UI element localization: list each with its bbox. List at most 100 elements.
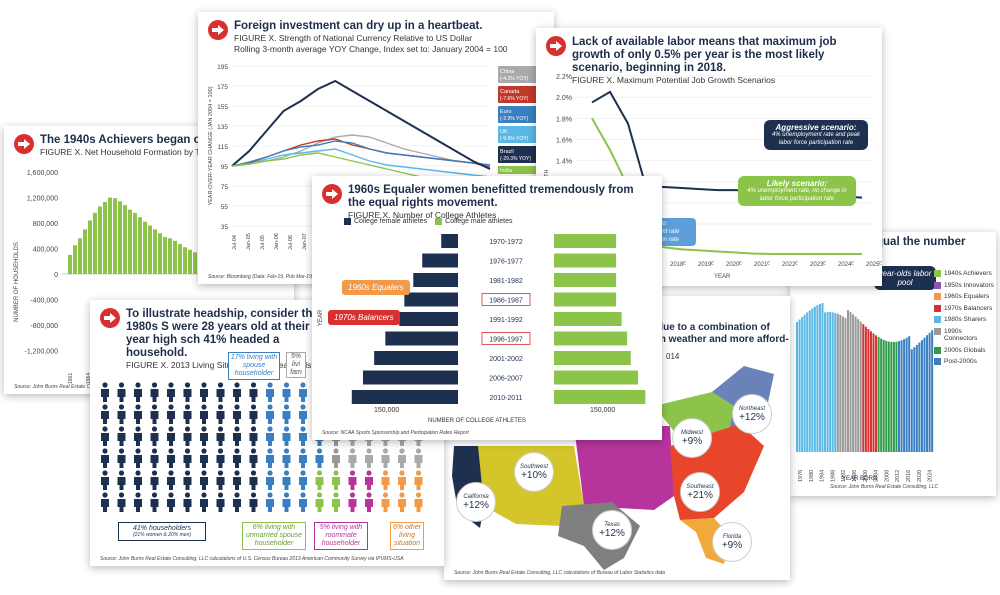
person-body-icon — [233, 499, 241, 512]
population-bar — [859, 321, 862, 452]
legend-item: Post-2000s — [934, 358, 994, 366]
person-body-icon — [200, 389, 208, 402]
person-head-icon — [118, 404, 125, 410]
person-body-icon — [117, 499, 126, 512]
female-bar — [351, 390, 458, 404]
male-bar — [554, 351, 631, 365]
person-head-icon — [217, 448, 224, 454]
person-body-icon — [167, 477, 175, 490]
person-body-icon — [200, 499, 208, 512]
card-title: To illustrate headship, consider the 198… — [126, 308, 330, 359]
population-bar — [898, 341, 900, 452]
person-head-icon — [415, 470, 422, 476]
population-bar — [903, 339, 906, 452]
x-tick-label: 1984 — [820, 470, 826, 482]
person-head-icon — [267, 426, 273, 432]
population-bar — [885, 340, 888, 452]
y-tick-label: 800,000 — [33, 221, 58, 228]
person-body-icon — [183, 389, 192, 402]
year-label: 2001-2002 — [489, 356, 523, 363]
female-bar — [385, 331, 458, 346]
person-head-icon — [382, 492, 389, 498]
person-body-icon — [233, 433, 241, 446]
person-head-icon — [250, 448, 257, 454]
person-body-icon — [216, 389, 225, 402]
female-bar — [404, 292, 458, 307]
person-body-icon — [101, 499, 109, 512]
x-tick-label: Jan-05 — [246, 233, 252, 250]
household-bar — [73, 245, 77, 274]
figure-caption: FIGURE X. Net Household Formation by Tho… — [40, 147, 219, 157]
legend-swatch — [498, 126, 544, 143]
year-label: 1970-1972 — [489, 239, 523, 246]
population-bar — [877, 337, 880, 452]
population-bar — [915, 344, 918, 452]
person-head-icon — [283, 426, 290, 432]
population-bar — [867, 329, 870, 452]
person-body-icon — [398, 499, 406, 512]
series-line-uk — [231, 148, 491, 178]
year-label: 2006-2007 — [489, 376, 523, 383]
person-head-icon — [234, 448, 240, 454]
y-tick-label: 2.0% — [556, 95, 572, 102]
region-name: Texas — [604, 521, 620, 528]
region-badge-california: California +12% — [456, 482, 496, 522]
legend-label: UK — [500, 129, 508, 135]
x-tick-label: 2021ᴱ — [754, 261, 770, 268]
person-body-icon — [266, 477, 274, 490]
person-body-icon — [381, 499, 390, 512]
person-head-icon — [184, 382, 191, 388]
x-tick-label: 2008 — [884, 470, 890, 482]
person-head-icon — [267, 404, 273, 410]
population-bar — [796, 322, 798, 452]
person-head-icon — [300, 470, 306, 476]
population-bar — [875, 335, 878, 452]
person-head-icon — [135, 470, 141, 476]
region-badge-midwest: Midwest +9% — [672, 418, 712, 458]
person-body-icon — [332, 455, 340, 468]
person-head-icon — [184, 492, 191, 498]
legend-label: Brazil — [500, 149, 514, 155]
legend-swatch-male — [435, 218, 443, 225]
arrow-right-icon — [546, 36, 566, 56]
person-body-icon — [266, 499, 274, 512]
legend-item: 1970s Balancers — [934, 304, 994, 313]
household-bar — [98, 206, 102, 274]
person-body-icon — [299, 477, 307, 490]
person-body-icon — [216, 433, 225, 446]
college-athletes-bar-chart: 1970-1972 1976-1977 1981-1982 1986-1987 1991… — [318, 234, 646, 424]
household-bar — [93, 212, 97, 274]
x-tick-label: Jul-05 — [260, 235, 266, 250]
person-head-icon — [217, 470, 224, 476]
person-body-icon — [117, 433, 126, 446]
person-head-icon — [168, 470, 174, 476]
person-head-icon — [250, 382, 257, 388]
person-head-icon — [283, 470, 290, 476]
person-body-icon — [315, 477, 324, 490]
region-name: California — [463, 493, 489, 500]
population-bar — [811, 308, 814, 452]
person-head-icon — [151, 404, 158, 410]
label-householders-box: 41% householders (21% women & 20% men) — [118, 522, 206, 541]
person-body-icon — [249, 499, 258, 512]
region-name: Florida — [722, 533, 742, 540]
person-body-icon — [134, 499, 142, 512]
legend-swatch-female — [344, 218, 351, 225]
x-axis-title: NUMBER OF COLLEGE ATHLETES — [428, 418, 526, 424]
legend-item: 1940s Achievers — [934, 270, 994, 278]
legend-item: 1960s Equalers — [934, 293, 994, 301]
person-body-icon — [249, 433, 258, 446]
person-body-icon — [117, 411, 126, 424]
person-body-icon — [101, 389, 109, 402]
population-bar — [908, 336, 911, 452]
female-bar — [362, 370, 458, 385]
person-body-icon — [266, 455, 274, 468]
person-body-icon — [299, 433, 307, 446]
region-value: +9% — [721, 539, 743, 551]
population-bar — [918, 342, 921, 452]
person-head-icon — [349, 470, 356, 476]
partial-line-2: ent rate — [659, 229, 680, 235]
household-bar — [83, 229, 87, 274]
household-bar — [113, 198, 117, 274]
legend-label: Euro — [500, 109, 512, 115]
